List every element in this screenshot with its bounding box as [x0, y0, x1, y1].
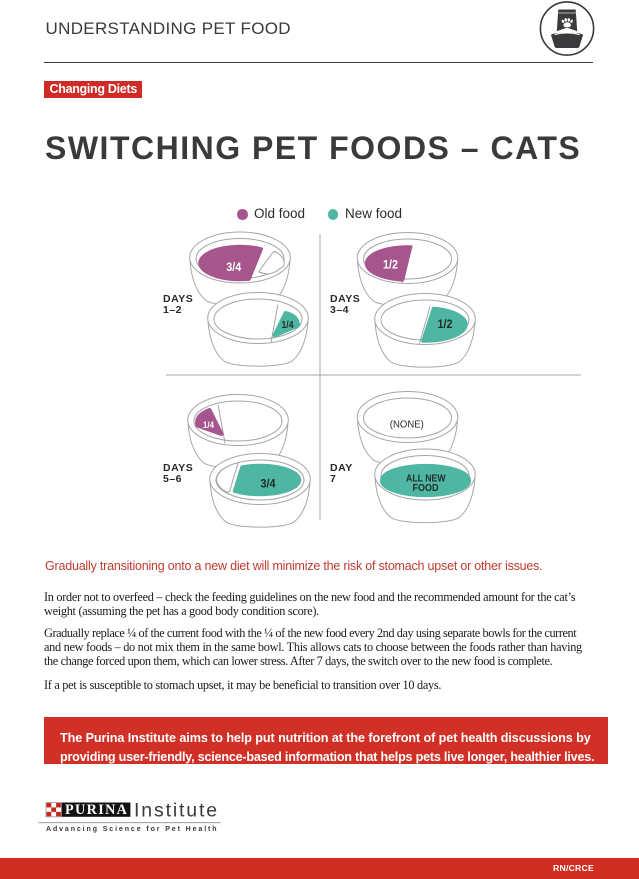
svg-text:1/4: 1/4: [282, 319, 294, 331]
svg-text:3/4: 3/4: [261, 477, 276, 491]
svg-text:FOOD: FOOD: [413, 482, 439, 494]
svg-text:(NONE): (NONE): [390, 420, 424, 431]
svg-text:ALL NEW: ALL NEW: [406, 473, 446, 485]
svg-text:Advancing Science for Pet Heal: Advancing Science for Pet Health: [46, 826, 218, 833]
svg-text:1/4: 1/4: [203, 420, 215, 431]
svg-text:1/2: 1/2: [383, 258, 398, 272]
svg-text:1/2: 1/2: [438, 317, 453, 331]
svg-text:Institute: Institute: [134, 802, 219, 822]
svg-text:3/4: 3/4: [226, 260, 241, 274]
svg-text:PURINA: PURINA: [65, 802, 128, 818]
